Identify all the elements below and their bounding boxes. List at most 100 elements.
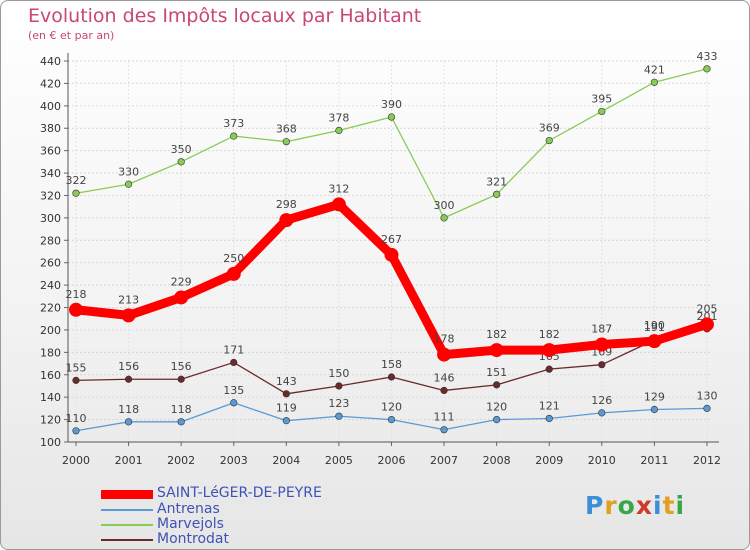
y-tick-label: 380 — [40, 122, 61, 135]
data-label-antrenas: 129 — [644, 391, 665, 404]
x-tick-label: 2004 — [272, 454, 300, 467]
data-point-antrenas — [177, 418, 185, 426]
data-point-montrodat — [387, 373, 396, 381]
data-label-saint-leger: 178 — [434, 333, 455, 346]
data-label-montrodat: 201 — [696, 310, 717, 323]
data-label-saint-leger: 190 — [644, 319, 665, 332]
data-point-marvejols — [650, 78, 658, 86]
data-point-marvejols — [72, 189, 80, 197]
y-tick-label: 360 — [40, 145, 61, 158]
data-point-saint-leger — [489, 343, 504, 358]
data-label-montrodat: 171 — [223, 343, 244, 356]
data-label-antrenas: 111 — [434, 411, 455, 424]
y-tick-label: 120 — [40, 414, 61, 427]
y-tick-label: 340 — [40, 167, 61, 180]
data-label-antrenas: 118 — [118, 403, 139, 416]
data-label-montrodat: 191 — [644, 321, 665, 334]
data-label-saint-leger: 182 — [486, 328, 507, 341]
data-point-antrenas — [124, 418, 133, 426]
y-tick-label: 160 — [40, 369, 61, 382]
data-point-saint-leger — [542, 343, 557, 358]
x-tick-label: 2001 — [115, 454, 143, 467]
data-label-antrenas: 118 — [171, 403, 192, 416]
x-tick-label: 2012 — [693, 454, 721, 467]
data-label-montrodat: 143 — [276, 375, 297, 388]
data-label-saint-leger: 298 — [276, 198, 297, 211]
data-label-marvejols: 300 — [434, 199, 455, 212]
data-label-marvejols: 390 — [381, 98, 402, 111]
data-point-montrodat — [124, 375, 133, 383]
data-label-marvejols: 421 — [644, 63, 665, 76]
chart-subtitle: (en € et par an) — [28, 29, 115, 42]
y-tick-label: 260 — [40, 257, 61, 270]
x-tick-label: 2009 — [535, 454, 563, 467]
data-point-antrenas — [440, 426, 448, 434]
data-point-saint-leger — [594, 337, 609, 352]
legend-swatch-saint-leger — [101, 490, 153, 499]
data-label-marvejols: 321 — [486, 175, 507, 188]
data-point-marvejols — [598, 107, 606, 116]
data-label-saint-leger: 213 — [118, 293, 139, 306]
data-point-antrenas — [282, 417, 290, 425]
data-point-saint-leger — [69, 302, 83, 317]
data-point-antrenas — [598, 409, 606, 417]
data-point-montrodat — [545, 365, 553, 373]
y-tick-label: 300 — [40, 212, 61, 225]
data-label-antrenas: 119 — [276, 402, 297, 415]
data-point-antrenas — [703, 404, 711, 412]
data-label-marvejols: 369 — [539, 122, 560, 135]
data-point-antrenas — [545, 414, 553, 423]
legend-label-antrenas: Antrenas — [157, 501, 220, 517]
data-label-montrodat: 146 — [434, 371, 455, 384]
data-label-antrenas: 123 — [328, 397, 349, 410]
data-point-marvejols — [230, 132, 238, 140]
data-label-marvejols: 373 — [223, 117, 244, 130]
data-point-marvejols — [124, 180, 133, 188]
data-point-marvejols — [282, 138, 290, 146]
legend-swatch-antrenas — [101, 509, 153, 511]
data-point-marvejols — [440, 214, 448, 222]
y-tick-label: 180 — [40, 346, 61, 359]
data-point-saint-leger — [174, 290, 189, 305]
data-label-montrodat: 150 — [328, 367, 349, 380]
data-label-antrenas: 126 — [591, 394, 612, 407]
data-point-saint-leger — [121, 308, 136, 323]
data-point-antrenas — [650, 405, 658, 414]
data-label-antrenas: 110 — [66, 412, 87, 425]
y-tick-label: 280 — [40, 234, 61, 247]
y-tick-label: 320 — [40, 189, 61, 202]
legend-label-marvejols: Marvejols — [157, 516, 224, 532]
legend-label-montrodat: Montrodat — [157, 531, 229, 547]
y-tick-label: 240 — [40, 279, 61, 292]
x-tick-label: 2000 — [62, 454, 90, 467]
data-label-montrodat: 158 — [381, 358, 402, 371]
data-label-saint-leger: 182 — [539, 328, 560, 341]
data-label-marvejols: 433 — [696, 50, 717, 63]
data-point-montrodat — [230, 358, 238, 367]
data-point-marvejols — [335, 126, 343, 135]
data-point-montrodat — [282, 390, 290, 398]
data-label-saint-leger: 267 — [381, 233, 402, 246]
data-point-antrenas — [230, 399, 238, 407]
data-point-antrenas — [335, 412, 343, 420]
data-point-montrodat — [440, 386, 448, 395]
data-label-montrodat: 151 — [486, 366, 507, 379]
data-point-montrodat — [335, 382, 343, 390]
data-point-saint-leger — [647, 334, 662, 349]
y-tick-label: 100 — [40, 436, 61, 449]
data-point-antrenas — [72, 427, 80, 435]
data-label-montrodat: 155 — [66, 361, 87, 374]
legend-label-saint-leger: SAINT-LéGER-DE-PEYRE — [157, 485, 322, 501]
y-tick-label: 440 — [40, 55, 61, 68]
data-label-montrodat: 156 — [171, 360, 192, 373]
data-label-saint-leger: 187 — [591, 323, 612, 336]
data-label-antrenas: 120 — [486, 401, 507, 414]
legend-swatch-montrodat — [101, 539, 153, 541]
data-label-marvejols: 322 — [66, 174, 87, 187]
data-point-antrenas — [387, 415, 396, 424]
data-label-marvejols: 350 — [171, 143, 192, 156]
data-label-saint-leger: 229 — [171, 275, 192, 288]
data-point-saint-leger — [226, 266, 241, 281]
